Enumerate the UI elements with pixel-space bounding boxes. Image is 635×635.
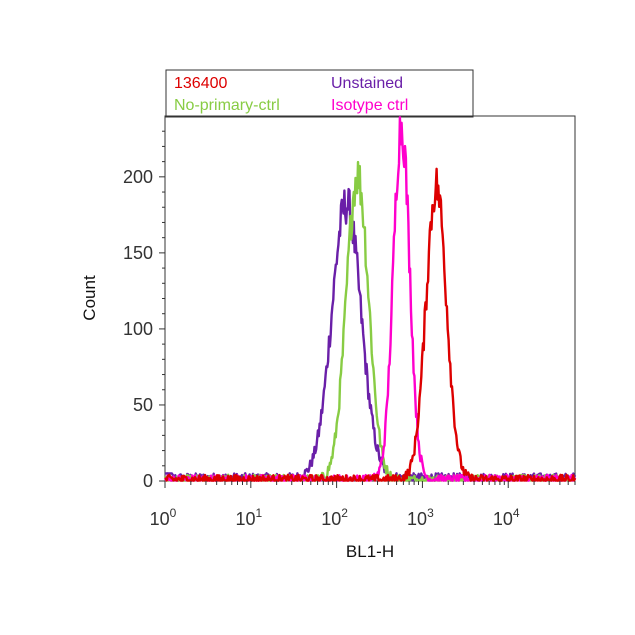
y-tick-label-50: 50 [133, 395, 153, 415]
x-axis-title: BL1-H [346, 542, 394, 561]
y-tick-label-100: 100 [123, 319, 153, 339]
y-tick-label-0: 0 [143, 471, 153, 491]
series-line-no-primary-ctrl [163, 160, 577, 482]
series-line-isotype-ctrl [163, 116, 577, 482]
legend-label-unstained: Unstained [331, 75, 403, 92]
legend-label-isotype-ctrl: Isotype ctrl [331, 97, 408, 114]
x-tick-label-100: 102 [321, 506, 348, 529]
series-line-136400 [164, 167, 577, 482]
y-axis-title: Count [80, 275, 99, 321]
x-axis: 100 101 102 103 104 [150, 481, 576, 529]
x-tick-label-1000: 103 [407, 506, 434, 529]
series-layer [163, 116, 577, 482]
legend: 136400 Unstained No-primary-ctrl Isotype… [165, 69, 474, 118]
plot-area [164, 115, 576, 482]
x-tick-label-10000: 104 [493, 506, 520, 529]
y-tick-label-200: 200 [123, 167, 153, 187]
x-tick-label-1: 100 [150, 506, 177, 529]
x-tick-label-10: 101 [235, 506, 262, 529]
legend-label-no-primary-ctrl: No-primary-ctrl [174, 97, 280, 114]
legend-label-136400: 136400 [174, 75, 227, 92]
y-tick-label-150: 150 [123, 243, 153, 263]
y-axis: 0 50 100 150 200 [123, 130, 165, 491]
legend-box [165, 69, 474, 118]
